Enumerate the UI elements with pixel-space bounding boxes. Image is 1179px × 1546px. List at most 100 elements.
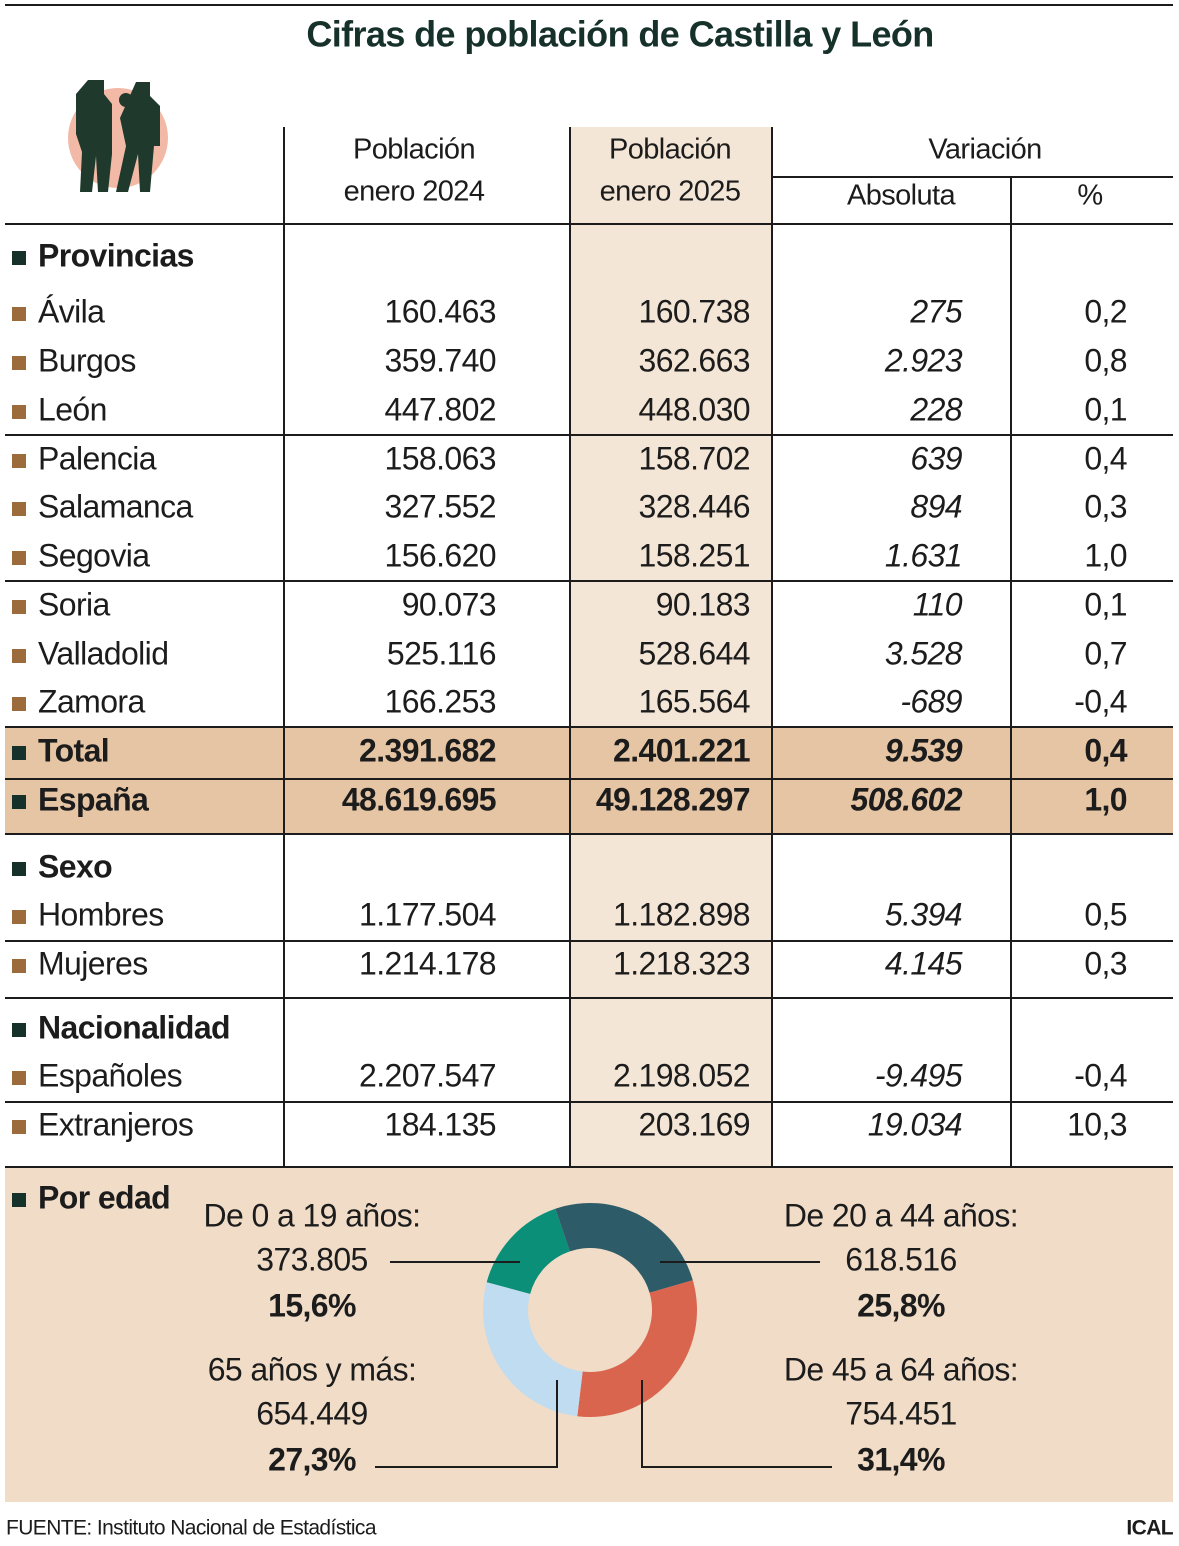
column-header: Población (609, 134, 731, 166)
totals-band (5, 727, 1173, 834)
age-percent: 15,6% (268, 1287, 356, 1323)
row-marker (12, 307, 26, 321)
cell-value: 528.644 (639, 635, 750, 671)
row-marker (12, 600, 26, 614)
cell-value: 90.073 (402, 586, 496, 622)
row-label: Valladolid (38, 635, 168, 671)
column-header: Población (353, 134, 475, 166)
cell-value: 160.738 (639, 293, 750, 329)
age-label: De 20 a 44 años: (784, 1197, 1018, 1233)
cell-value: 10,3 (1067, 1106, 1127, 1142)
cell-value: 184.135 (385, 1106, 496, 1142)
row-label: Segovia (38, 537, 150, 573)
row-marker (12, 1071, 26, 1085)
row-label: León (38, 391, 107, 427)
row-marker (12, 551, 26, 565)
credit: ICAL (1126, 1517, 1173, 1540)
cell-value: 9.539 (885, 732, 963, 768)
cell-value: 525.116 (387, 635, 496, 671)
cell-value: 158.702 (639, 440, 750, 476)
column-header: Variación (928, 134, 1041, 166)
cell-value: 1,0 (1084, 537, 1127, 573)
cell-value: 0,1 (1084, 391, 1127, 427)
age-count: 754.451 (845, 1395, 956, 1431)
row-marker (12, 454, 26, 468)
row-marker (12, 959, 26, 973)
age-percent: 27,3% (268, 1441, 356, 1477)
row-marker (12, 405, 26, 419)
cell-value: 362.663 (639, 342, 750, 378)
cell-value: 2.391.682 (359, 732, 496, 768)
age-count: 654.449 (256, 1395, 367, 1431)
age-count: 618.516 (845, 1241, 956, 1277)
cell-value: -9.495 (875, 1057, 963, 1093)
heading-marker (12, 251, 26, 265)
row-label: Palencia (38, 440, 157, 476)
donut-segment (486, 1208, 570, 1294)
section-heading: Nacionalidad (38, 1009, 230, 1045)
cell-value: 2.198.052 (613, 1057, 750, 1093)
leader-line (641, 1380, 832, 1468)
heading-marker (12, 1023, 26, 1037)
cell-value: 49.128.297 (596, 781, 750, 817)
source: FUENTE: Instituto Nacional de Estadístic… (6, 1517, 377, 1540)
row-marker (12, 649, 26, 663)
people-icon (68, 80, 168, 192)
cell-value: 1.631 (885, 537, 962, 573)
row-marker (12, 356, 26, 370)
cell-value: 448.030 (639, 391, 750, 427)
cell-value: -0,4 (1074, 1057, 1127, 1093)
cell-value: 0,5 (1084, 896, 1127, 932)
cell-value: 1.177.504 (359, 896, 496, 932)
column-header: enero 2025 (600, 176, 741, 208)
row-label: Total (38, 732, 109, 768)
row-marker (12, 910, 26, 924)
cell-value: 2.923 (884, 342, 963, 378)
cell-value: 0,3 (1084, 945, 1127, 981)
cell-value: 1,0 (1084, 781, 1127, 817)
section-heading: Por edad (38, 1179, 170, 1215)
cell-value: 447.802 (385, 391, 496, 427)
cell-value: 1.182.898 (613, 896, 750, 932)
cell-value: 110 (913, 586, 963, 622)
cell-value: 228 (909, 391, 962, 427)
row-label: Salamanca (38, 488, 193, 524)
age-label: 65 años y más: (208, 1351, 417, 1387)
column-header: % (1077, 180, 1102, 212)
leader-line (375, 1380, 558, 1468)
cell-value: 158.063 (385, 440, 496, 476)
cell-value: 328.446 (639, 488, 750, 524)
cell-value: 894 (910, 488, 962, 524)
cell-value: 2.401.221 (613, 732, 750, 768)
heading-marker (12, 862, 26, 876)
cell-value: 0,8 (1084, 342, 1127, 378)
cell-value: 508.602 (851, 781, 963, 817)
row-marker (12, 795, 26, 809)
cell-value: 0,4 (1084, 732, 1127, 768)
cell-value: 275 (909, 293, 962, 329)
column-band (570, 127, 772, 1167)
cell-value: 0,1 (1084, 586, 1127, 622)
donut-segment (555, 1202, 693, 1293)
cell-value: 359.740 (385, 342, 496, 378)
row-label: Hombres (38, 896, 164, 932)
row-label: Españoles (38, 1057, 182, 1093)
cell-value: 639 (910, 440, 962, 476)
column-header: enero 2024 (344, 176, 485, 208)
cell-value: 165.564 (639, 683, 750, 719)
cell-value: 4.145 (885, 945, 963, 981)
cell-value: 166.253 (385, 683, 496, 719)
cell-value: 3.528 (885, 635, 963, 671)
cell-value: 1.218.323 (613, 945, 750, 981)
age-label: De 0 a 19 años: (204, 1197, 421, 1233)
cell-value: 0,4 (1084, 440, 1127, 476)
row-label: Burgos (38, 342, 136, 378)
cell-value: 203.169 (639, 1106, 750, 1142)
cell-value: 2.207.547 (359, 1057, 496, 1093)
row-label: Soria (38, 586, 111, 622)
cell-value: 156.620 (385, 537, 496, 573)
cell-value: 160.463 (385, 293, 496, 329)
row-label: Zamora (38, 683, 145, 719)
cell-value: 90.183 (656, 586, 750, 622)
